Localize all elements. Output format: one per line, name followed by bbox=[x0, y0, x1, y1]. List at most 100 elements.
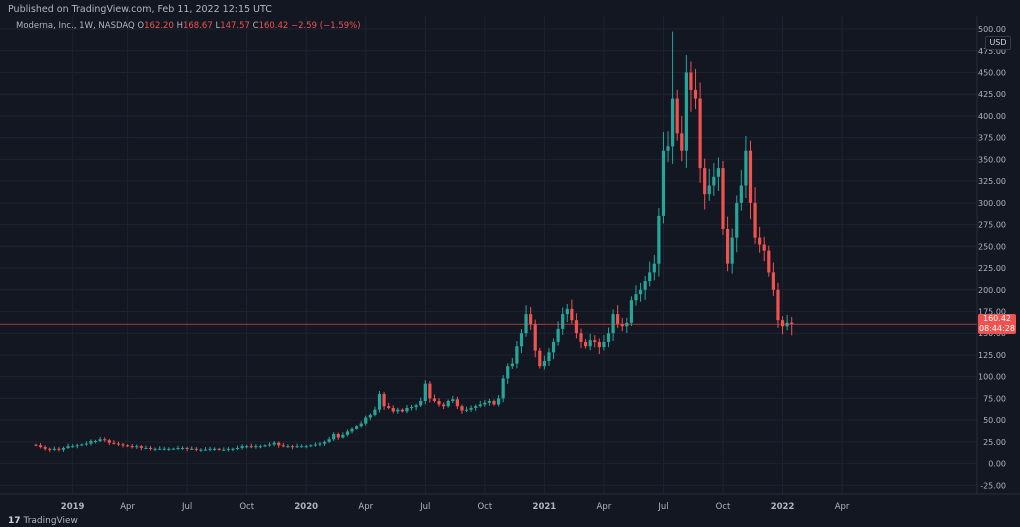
candle[interactable] bbox=[368, 413, 372, 421]
candle[interactable] bbox=[469, 405, 473, 412]
candle[interactable] bbox=[359, 421, 363, 428]
candle[interactable] bbox=[588, 333, 592, 351]
candle[interactable] bbox=[606, 327, 611, 348]
candle[interactable] bbox=[258, 444, 263, 449]
candle[interactable] bbox=[698, 82, 702, 183]
candle[interactable] bbox=[304, 444, 308, 449]
candle[interactable] bbox=[780, 316, 785, 335]
candle[interactable] bbox=[561, 307, 565, 335]
candle[interactable] bbox=[712, 163, 716, 196]
candle[interactable] bbox=[130, 443, 134, 449]
candle[interactable] bbox=[171, 447, 175, 450]
candle[interactable] bbox=[464, 406, 469, 413]
candle[interactable] bbox=[350, 427, 354, 434]
candle[interactable] bbox=[84, 441, 88, 446]
candle[interactable] bbox=[597, 338, 601, 354]
candle[interactable] bbox=[492, 399, 496, 406]
candle[interactable] bbox=[593, 335, 597, 348]
candle[interactable] bbox=[103, 437, 107, 442]
candle[interactable] bbox=[226, 447, 230, 452]
candle[interactable] bbox=[529, 306, 533, 330]
candle[interactable] bbox=[542, 355, 546, 370]
currency-button[interactable]: USD bbox=[985, 36, 1011, 50]
candle[interactable] bbox=[327, 436, 331, 444]
candle[interactable] bbox=[423, 380, 427, 405]
candle[interactable] bbox=[281, 442, 285, 448]
candle[interactable] bbox=[116, 441, 121, 447]
candle[interactable] bbox=[515, 341, 519, 369]
candle[interactable] bbox=[666, 131, 670, 163]
candle[interactable] bbox=[112, 440, 116, 445]
candle[interactable] bbox=[753, 187, 757, 244]
candle[interactable] bbox=[391, 405, 395, 414]
candle[interactable] bbox=[135, 444, 139, 449]
candle[interactable] bbox=[345, 429, 350, 437]
candle[interactable] bbox=[716, 157, 721, 191]
candle[interactable] bbox=[377, 390, 382, 413]
candle[interactable] bbox=[451, 395, 455, 404]
candle[interactable] bbox=[556, 321, 560, 346]
candle[interactable] bbox=[721, 160, 725, 235]
candle[interactable] bbox=[707, 168, 711, 201]
candle[interactable] bbox=[382, 391, 386, 410]
candle[interactable] bbox=[245, 444, 249, 449]
candle[interactable] bbox=[790, 316, 794, 336]
candle[interactable] bbox=[107, 438, 111, 445]
tradingview-logo[interactable]: 17 TradingView bbox=[8, 516, 78, 526]
candle[interactable] bbox=[446, 399, 450, 408]
symbol-title[interactable]: Moderna, Inc., 1W, NASDAQ bbox=[16, 21, 135, 31]
candle[interactable] bbox=[748, 140, 753, 220]
candle[interactable] bbox=[419, 397, 423, 408]
candle[interactable] bbox=[38, 443, 43, 449]
candle[interactable] bbox=[657, 207, 661, 277]
candle[interactable] bbox=[249, 443, 253, 449]
candle[interactable] bbox=[144, 445, 148, 450]
candle[interactable] bbox=[277, 441, 281, 448]
symbol-legend[interactable]: Moderna, Inc., 1W, NASDAQ O162.20 H168.6… bbox=[16, 21, 361, 31]
candle[interactable] bbox=[620, 317, 624, 332]
candle[interactable] bbox=[66, 443, 70, 449]
candle[interactable] bbox=[61, 446, 66, 452]
candle[interactable] bbox=[180, 446, 185, 450]
candle[interactable] bbox=[661, 131, 666, 224]
candle[interactable] bbox=[43, 445, 47, 451]
candle[interactable] bbox=[295, 443, 299, 449]
candle[interactable] bbox=[547, 347, 551, 366]
candle[interactable] bbox=[680, 116, 684, 162]
candle[interactable] bbox=[519, 329, 524, 354]
candle[interactable] bbox=[648, 261, 652, 287]
candle[interactable] bbox=[510, 358, 514, 370]
candle[interactable] bbox=[432, 394, 437, 403]
candle[interactable] bbox=[52, 446, 56, 451]
candle[interactable] bbox=[98, 436, 102, 443]
candle[interactable] bbox=[538, 347, 542, 369]
candle[interactable] bbox=[272, 440, 276, 447]
candle[interactable] bbox=[474, 404, 478, 411]
candle[interactable] bbox=[652, 254, 656, 281]
candle[interactable] bbox=[71, 444, 75, 448]
candle[interactable] bbox=[744, 135, 748, 198]
candle[interactable] bbox=[80, 443, 84, 447]
candle[interactable] bbox=[409, 404, 414, 411]
candle[interactable] bbox=[478, 400, 482, 408]
candle[interactable] bbox=[34, 443, 38, 447]
candle[interactable] bbox=[785, 314, 789, 331]
candle[interactable] bbox=[396, 407, 400, 415]
candle[interactable] bbox=[235, 445, 240, 451]
candle[interactable] bbox=[570, 299, 574, 324]
candle[interactable] bbox=[762, 236, 766, 262]
candle[interactable] bbox=[231, 447, 235, 452]
candle[interactable] bbox=[638, 282, 643, 302]
candle[interactable] bbox=[162, 446, 166, 451]
candle[interactable] bbox=[725, 216, 730, 272]
candle[interactable] bbox=[730, 228, 734, 274]
candle[interactable] bbox=[611, 309, 615, 341]
candle[interactable] bbox=[574, 313, 579, 339]
candle[interactable] bbox=[139, 444, 143, 451]
candle[interactable] bbox=[194, 446, 198, 452]
candle[interactable] bbox=[551, 338, 556, 360]
candle[interactable] bbox=[739, 169, 743, 211]
candle[interactable] bbox=[185, 446, 189, 452]
candle[interactable] bbox=[506, 363, 510, 384]
candle[interactable] bbox=[671, 31, 675, 164]
